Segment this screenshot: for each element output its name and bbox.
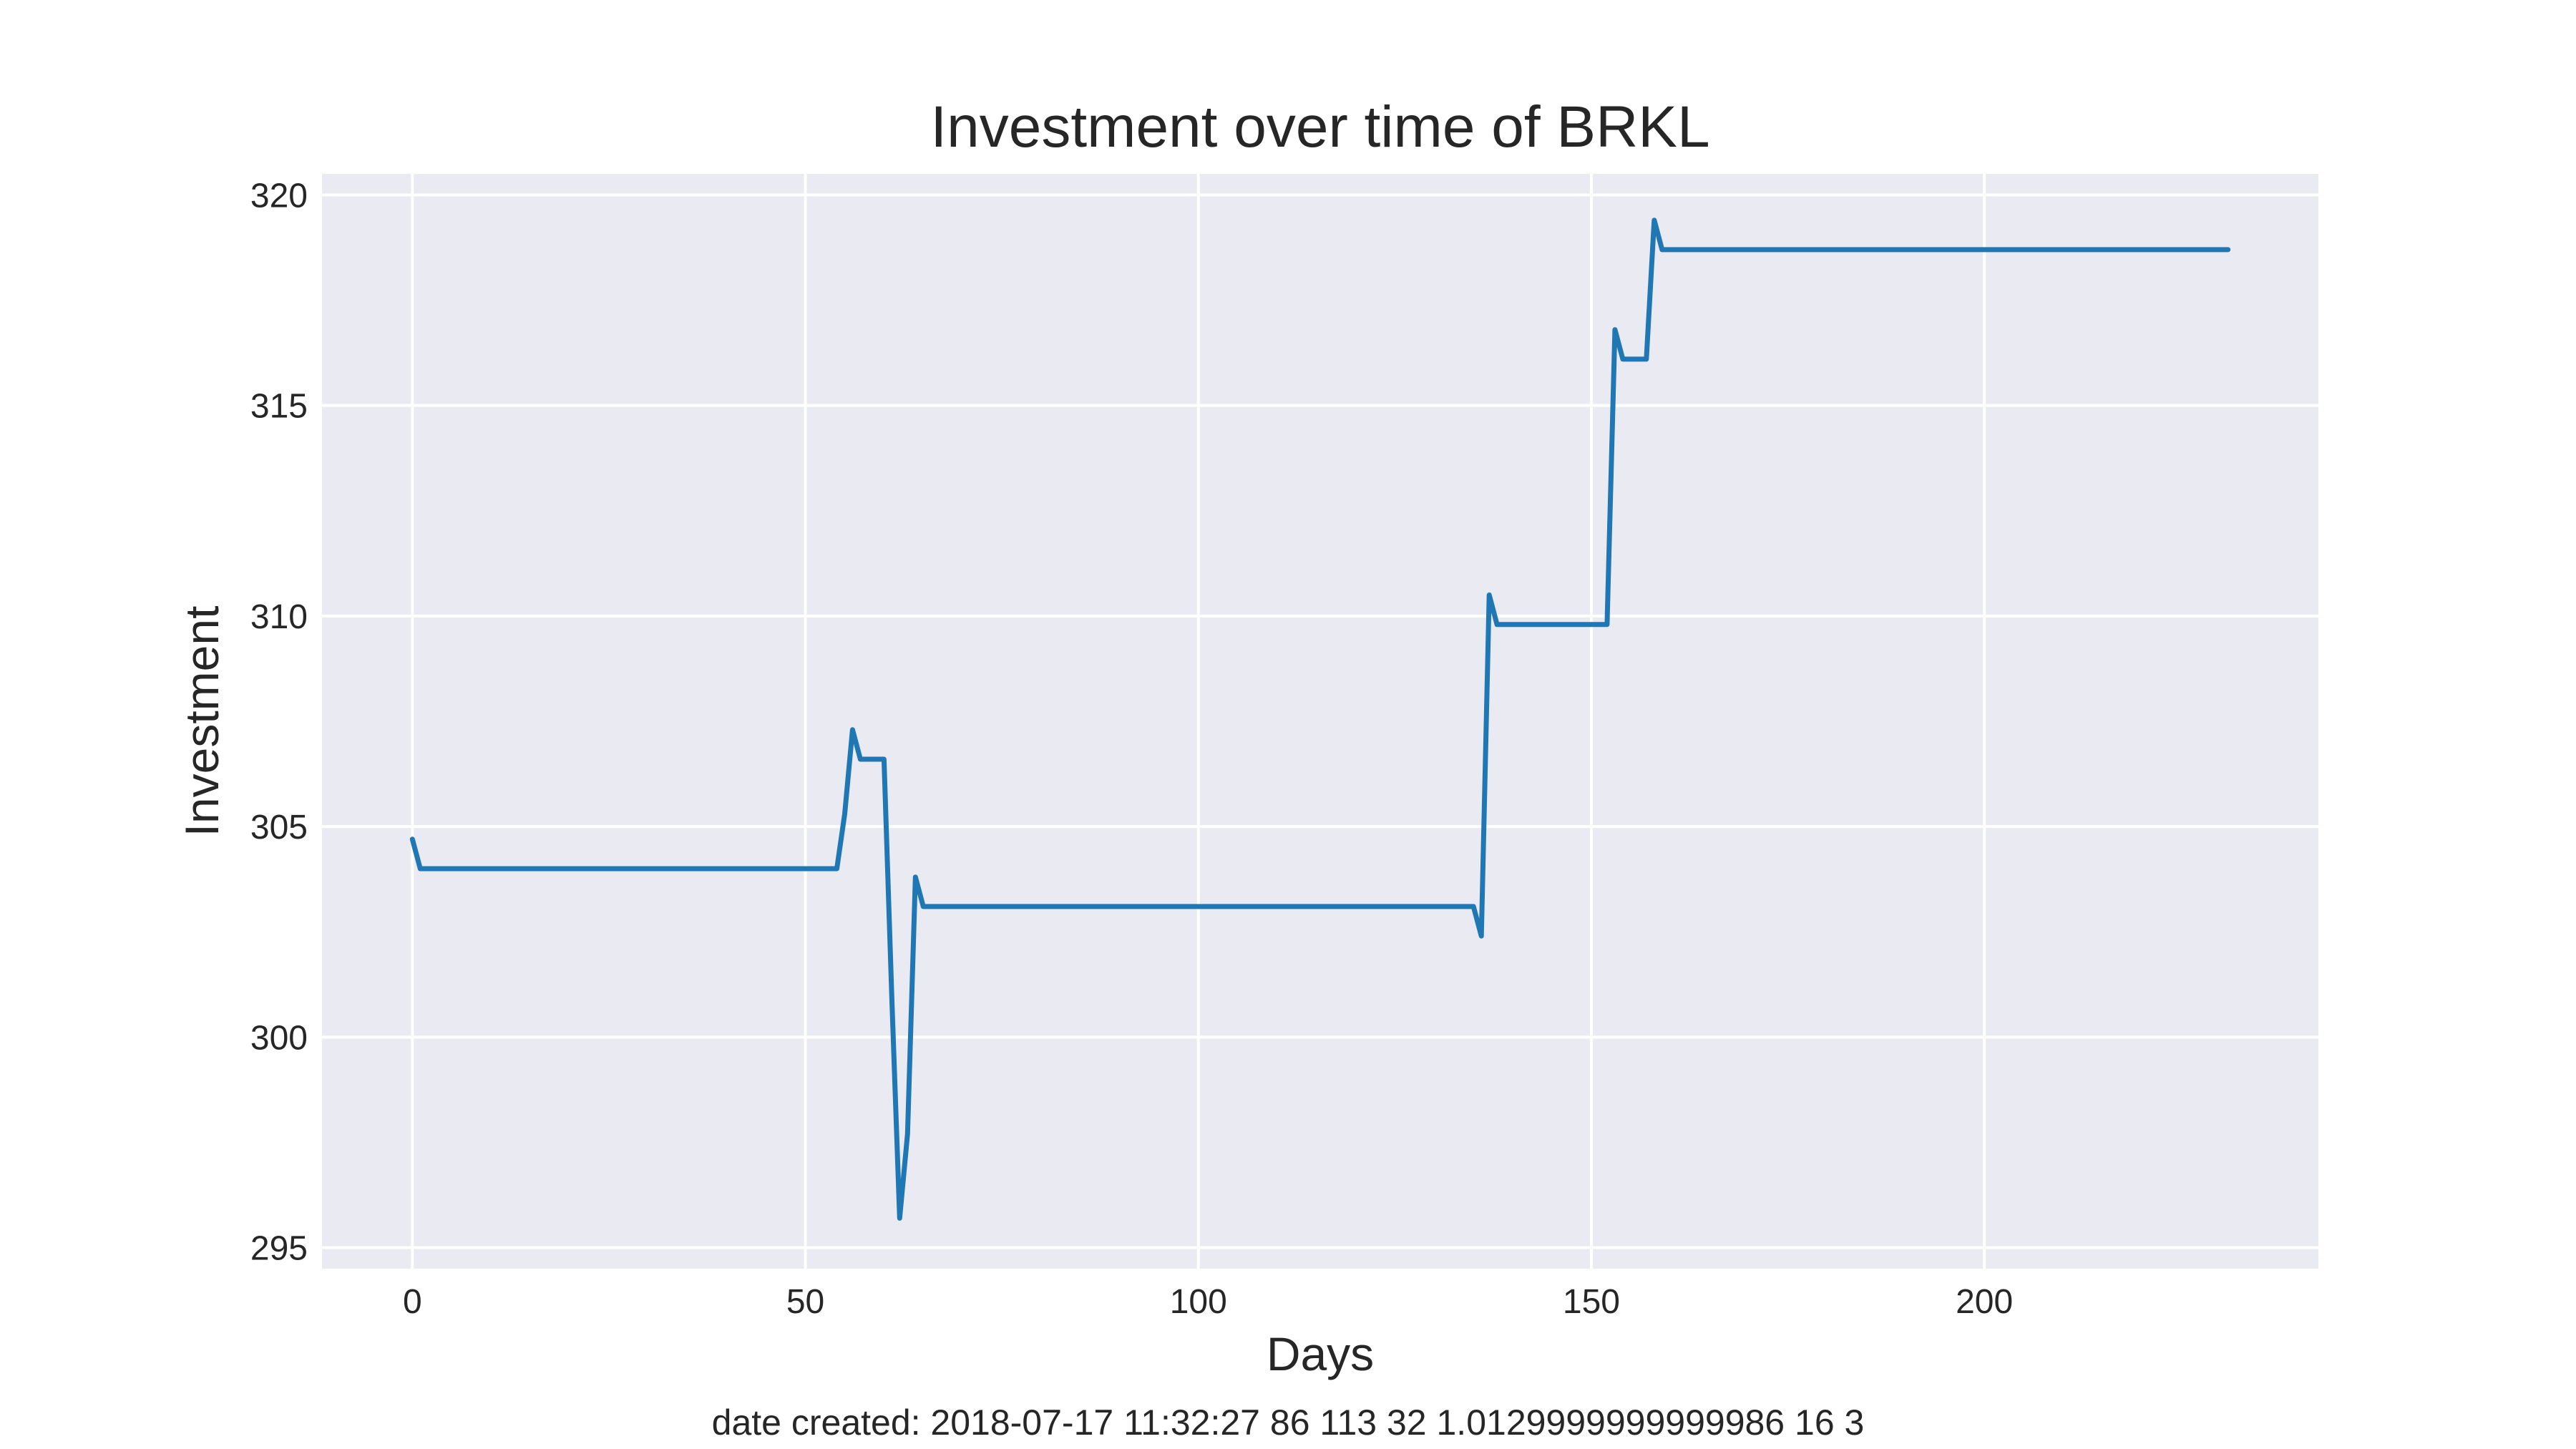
y-tick-label: 305 [250,809,308,847]
series-layer [409,218,2231,1221]
x-tick-label: 100 [1170,1283,1227,1321]
y-axis-label: Investment [175,606,228,837]
x-tick-label: 200 [1956,1283,2013,1321]
y-tick-label: 300 [250,1019,308,1057]
grid-lines [322,174,2318,1269]
y-tick-label: 295 [250,1230,308,1268]
x-tick-label: 0 [403,1283,422,1321]
x-axis-label: Days [1267,1327,1374,1380]
x-tick-labels: 0 50 100 150 200 [403,1283,2013,1321]
y-tick-labels: 295 300 305 310 315 320 [250,177,308,1267]
x-tick-label: 150 [1563,1283,1620,1321]
y-tick-label: 315 [250,388,308,426]
y-tick-label: 320 [250,177,308,215]
x-tick-label: 50 [786,1283,824,1321]
footer-caption: date created: 2018-07-17 11:32:27 86 113… [712,1402,1865,1443]
plot-area [322,174,2318,1269]
y-tick-label: 310 [250,598,308,636]
chart-title: Investment over time of BRKL [930,94,1709,160]
series-line [409,218,2231,1221]
